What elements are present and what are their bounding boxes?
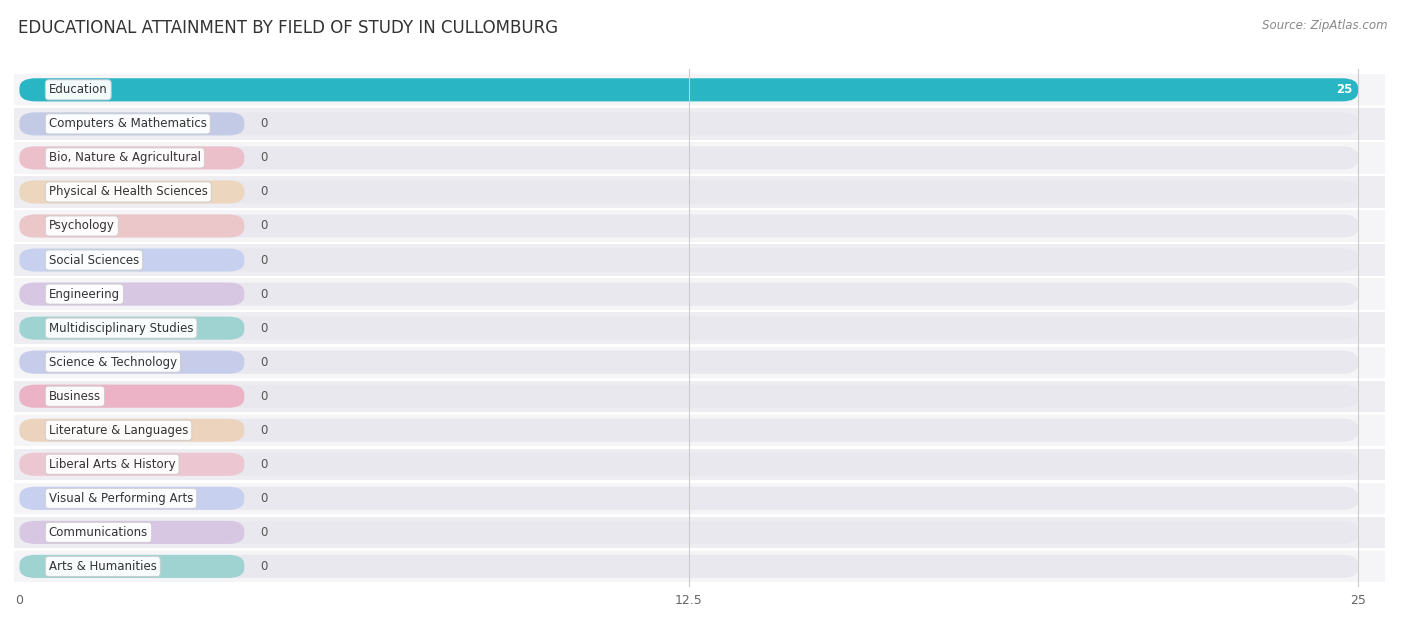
Bar	[6, 312, 1406, 344]
Text: Bio, Nature & Agricultural: Bio, Nature & Agricultural	[49, 151, 201, 165]
Text: 0: 0	[260, 492, 267, 505]
FancyBboxPatch shape	[20, 78, 1358, 102]
FancyBboxPatch shape	[20, 351, 245, 374]
Text: Physical & Health Sciences: Physical & Health Sciences	[49, 186, 208, 199]
Text: Engineering: Engineering	[49, 288, 120, 300]
FancyBboxPatch shape	[20, 385, 245, 408]
Text: Science & Technology: Science & Technology	[49, 356, 177, 369]
Bar	[6, 142, 1406, 174]
Text: Communications: Communications	[49, 526, 148, 539]
FancyBboxPatch shape	[20, 452, 1358, 476]
Bar	[6, 449, 1406, 480]
Bar	[6, 244, 1406, 276]
Text: 0: 0	[260, 117, 267, 131]
FancyBboxPatch shape	[20, 317, 1358, 339]
Text: 0: 0	[260, 322, 267, 334]
Text: EDUCATIONAL ATTAINMENT BY FIELD OF STUDY IN CULLOMBURG: EDUCATIONAL ATTAINMENT BY FIELD OF STUDY…	[18, 19, 558, 37]
Bar	[6, 551, 1406, 582]
FancyBboxPatch shape	[20, 419, 1358, 442]
Text: 0: 0	[260, 457, 267, 471]
Text: 0: 0	[260, 356, 267, 369]
FancyBboxPatch shape	[20, 249, 245, 271]
Text: Education: Education	[49, 83, 108, 97]
Bar	[6, 483, 1406, 514]
Bar	[6, 415, 1406, 446]
FancyBboxPatch shape	[20, 521, 245, 544]
Text: 0: 0	[260, 220, 267, 232]
FancyBboxPatch shape	[20, 215, 1358, 237]
Text: 0: 0	[260, 560, 267, 573]
FancyBboxPatch shape	[20, 487, 1358, 510]
Text: Business: Business	[49, 390, 101, 403]
Bar	[6, 278, 1406, 310]
FancyBboxPatch shape	[20, 317, 245, 339]
FancyBboxPatch shape	[20, 112, 1358, 136]
Text: Literature & Languages: Literature & Languages	[49, 424, 188, 437]
FancyBboxPatch shape	[20, 249, 1358, 271]
FancyBboxPatch shape	[20, 283, 245, 305]
Text: 25: 25	[1337, 83, 1353, 97]
Bar	[6, 176, 1406, 208]
Text: Source: ZipAtlas.com: Source: ZipAtlas.com	[1263, 19, 1388, 32]
Bar	[6, 517, 1406, 548]
Text: Computers & Mathematics: Computers & Mathematics	[49, 117, 207, 131]
FancyBboxPatch shape	[20, 521, 1358, 544]
Text: 0: 0	[260, 390, 267, 403]
FancyBboxPatch shape	[20, 146, 245, 170]
Bar	[6, 380, 1406, 412]
FancyBboxPatch shape	[20, 351, 1358, 374]
FancyBboxPatch shape	[20, 555, 245, 578]
Text: 0: 0	[260, 526, 267, 539]
Bar	[6, 210, 1406, 242]
Text: Multidisciplinary Studies: Multidisciplinary Studies	[49, 322, 194, 334]
Text: 0: 0	[260, 424, 267, 437]
Text: 0: 0	[260, 254, 267, 266]
FancyBboxPatch shape	[20, 487, 245, 510]
FancyBboxPatch shape	[20, 215, 245, 237]
Bar	[6, 346, 1406, 378]
Bar	[6, 109, 1406, 139]
FancyBboxPatch shape	[20, 385, 1358, 408]
Text: Social Sciences: Social Sciences	[49, 254, 139, 266]
FancyBboxPatch shape	[20, 180, 1358, 204]
Text: Psychology: Psychology	[49, 220, 115, 232]
Text: Visual & Performing Arts: Visual & Performing Arts	[49, 492, 193, 505]
FancyBboxPatch shape	[20, 112, 245, 136]
Text: 0: 0	[260, 288, 267, 300]
FancyBboxPatch shape	[20, 180, 245, 204]
Text: Liberal Arts & History: Liberal Arts & History	[49, 457, 176, 471]
FancyBboxPatch shape	[20, 452, 245, 476]
Text: 0: 0	[260, 151, 267, 165]
Text: 0: 0	[260, 186, 267, 199]
FancyBboxPatch shape	[20, 283, 1358, 305]
FancyBboxPatch shape	[20, 555, 1358, 578]
FancyBboxPatch shape	[20, 419, 245, 442]
Bar	[6, 74, 1406, 105]
FancyBboxPatch shape	[20, 146, 1358, 170]
Text: Arts & Humanities: Arts & Humanities	[49, 560, 156, 573]
